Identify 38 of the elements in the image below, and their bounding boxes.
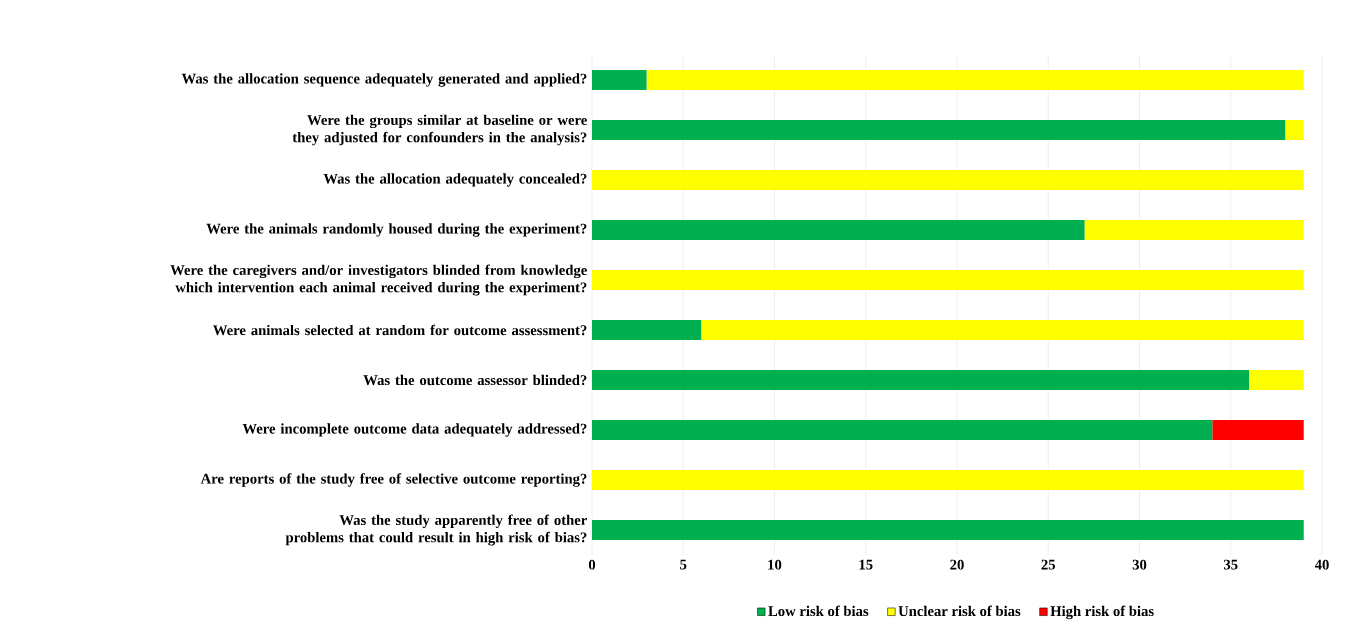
x-tick-label: 20 xyxy=(950,559,964,570)
y-tick-label: Are reports of the study free of selective outcome reporting? xyxy=(200,473,587,487)
y-tick-label: Was the outcome assessor blinded? xyxy=(363,374,587,386)
bar xyxy=(592,120,1286,140)
x-tick-label: 30 xyxy=(1132,559,1147,570)
y-tick-label: Were the animals randomly housed during the experiment? xyxy=(206,223,587,237)
bar xyxy=(592,219,1085,240)
bar xyxy=(1084,219,1304,240)
bar xyxy=(592,369,1249,390)
x-tick-label: 25 xyxy=(1041,559,1056,570)
bar xyxy=(592,170,1304,190)
y-tick-label: Was the allocation adequately concealed? xyxy=(323,173,587,187)
y-tick-label: Was the study apparently free of other problems that could result in high risk of bias? xyxy=(285,514,587,546)
bar xyxy=(646,69,1304,90)
x-tick-label: 40 xyxy=(1314,559,1329,570)
legend-label: Low risk of bias xyxy=(768,605,869,617)
x-tick-label: 15 xyxy=(859,559,873,570)
x-tick-label: 5 xyxy=(680,559,687,570)
x-tick-label: 0 xyxy=(588,559,596,570)
y-tick-label: Were the caregivers and/or investigators blinded from knowledge which intervention each animal received during the experiment? xyxy=(170,264,587,296)
x-tick-label: 35 xyxy=(1223,559,1238,570)
bar xyxy=(701,320,1304,340)
bar xyxy=(1285,120,1304,140)
bar xyxy=(592,269,1304,290)
bar xyxy=(592,320,702,340)
y-tick-label: Were incomplete outcome data adequately addressed? xyxy=(242,423,587,437)
bar xyxy=(592,419,1213,440)
bar xyxy=(592,69,647,90)
bar xyxy=(592,469,1304,490)
x-tick-label: 10 xyxy=(768,559,782,570)
bar xyxy=(1248,369,1304,390)
legend-label: High risk of bias xyxy=(1050,605,1154,620)
y-tick-label: Were the groups similar at baseline or were they adjusted for confounders in the analysis? xyxy=(292,114,587,146)
bar xyxy=(592,519,1304,540)
bar xyxy=(1212,419,1304,440)
legend-label: Unclear risk of bias xyxy=(898,605,1021,617)
y-tick-label: Were animals selected at random for outcome assessment? xyxy=(213,324,587,336)
y-tick-label: Was the allocation sequence adequately generated and applied? xyxy=(181,73,587,87)
